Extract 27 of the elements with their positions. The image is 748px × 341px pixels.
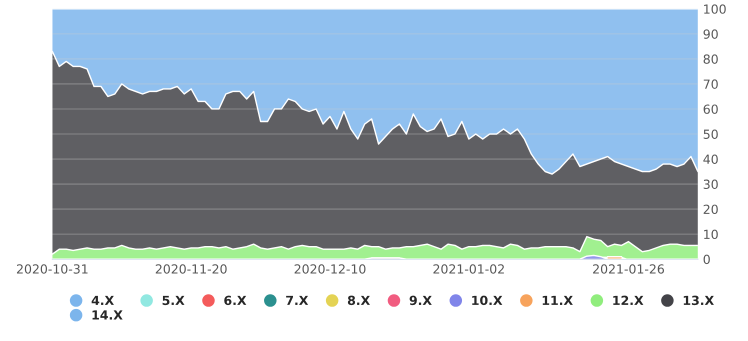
y-tick-label: 0 — [704, 254, 710, 264]
y-tick-label: 90 — [704, 29, 718, 39]
legend-label: 4.X — [92, 296, 114, 305]
y-tick-label: 30 — [704, 180, 718, 189]
legend-label: 9.X — [410, 296, 432, 306]
y-tick-label: 40 — [703, 154, 718, 164]
x-tick-label: 2020-10-31 — [16, 264, 88, 274]
x-tick-label: 2020-12-10 — [294, 264, 366, 274]
y-tick-label: 80 — [704, 54, 718, 64]
legend-label: 12.X — [613, 296, 644, 305]
y-tick-label: 60 — [704, 104, 718, 114]
x-tick-label: 2021-01-26 — [593, 264, 664, 274]
legend-label: 14.X — [92, 310, 123, 320]
legend-label: 6.X — [224, 296, 246, 306]
x-tick-label: 2021-01-02 — [433, 264, 504, 274]
y-tick-label: 20 — [704, 204, 718, 214]
legend-label: 7.X — [286, 296, 308, 305]
legend-label: 11.X — [542, 296, 573, 305]
legend-label: 10.X — [472, 296, 502, 306]
y-tick-label: 70 — [704, 79, 718, 89]
legend-label: 13.X — [684, 296, 714, 306]
x-tick-label: 2020-11-20 — [156, 264, 227, 274]
legend-label: 8.X — [348, 296, 370, 306]
legend-label: 5.X — [162, 296, 184, 306]
y-tick-label: 50 — [704, 129, 718, 139]
y-tick-label: 100 — [704, 4, 726, 14]
y-tick-label: 10 — [704, 230, 718, 240]
